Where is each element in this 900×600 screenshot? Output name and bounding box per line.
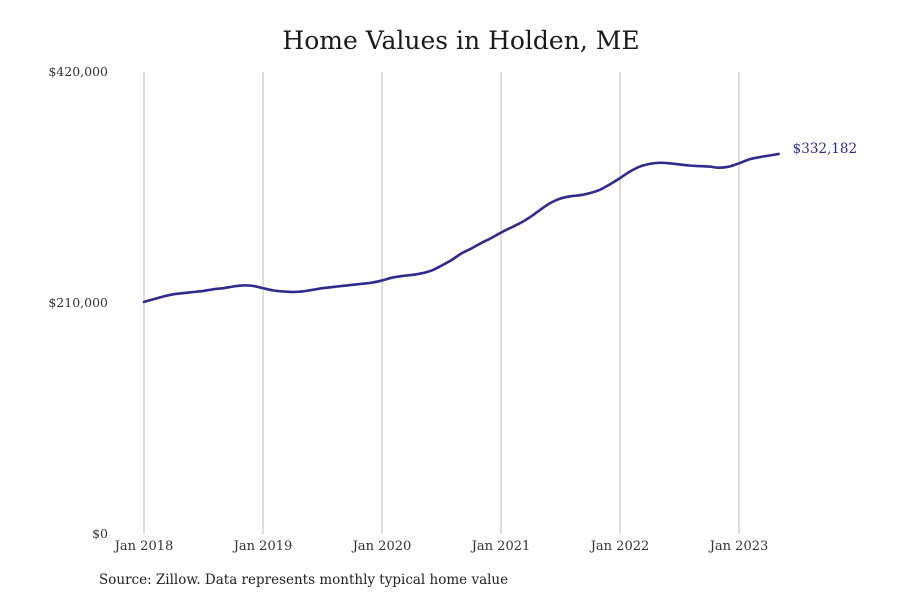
- x-axis-ticks: Jan 2018 Jan 2019 Jan 2020 Jan 2021 Jan 2022…: [113, 539, 769, 554]
- annotation-layer: $332,182: [793, 141, 857, 157]
- x-tick-label: Jan 2019: [232, 539, 293, 554]
- x-tick-label: Jan 2018: [113, 539, 174, 554]
- x-tick-label: Jan 2020: [351, 539, 412, 554]
- y-axis-ticks: $0 $210,000 $420,000: [48, 64, 108, 541]
- home-value-line: [142, 152, 780, 304]
- x-tick-label: Jan 2023: [708, 539, 769, 554]
- end-value-label: $332,182: [793, 141, 857, 157]
- series-layer: [142, 152, 780, 304]
- source-note: Source: Zillow. Data represents monthly …: [99, 572, 509, 588]
- x-tick-label: Jan 2022: [589, 539, 650, 554]
- y-tick-label: $210,000: [48, 295, 108, 310]
- x-tick-label: Jan 2021: [470, 539, 531, 554]
- gridlines: [143, 72, 740, 534]
- y-tick-label: $0: [92, 526, 108, 541]
- chart-title: Home Values in Holden, ME: [282, 26, 640, 55]
- y-tick-label: $420,000: [48, 64, 108, 79]
